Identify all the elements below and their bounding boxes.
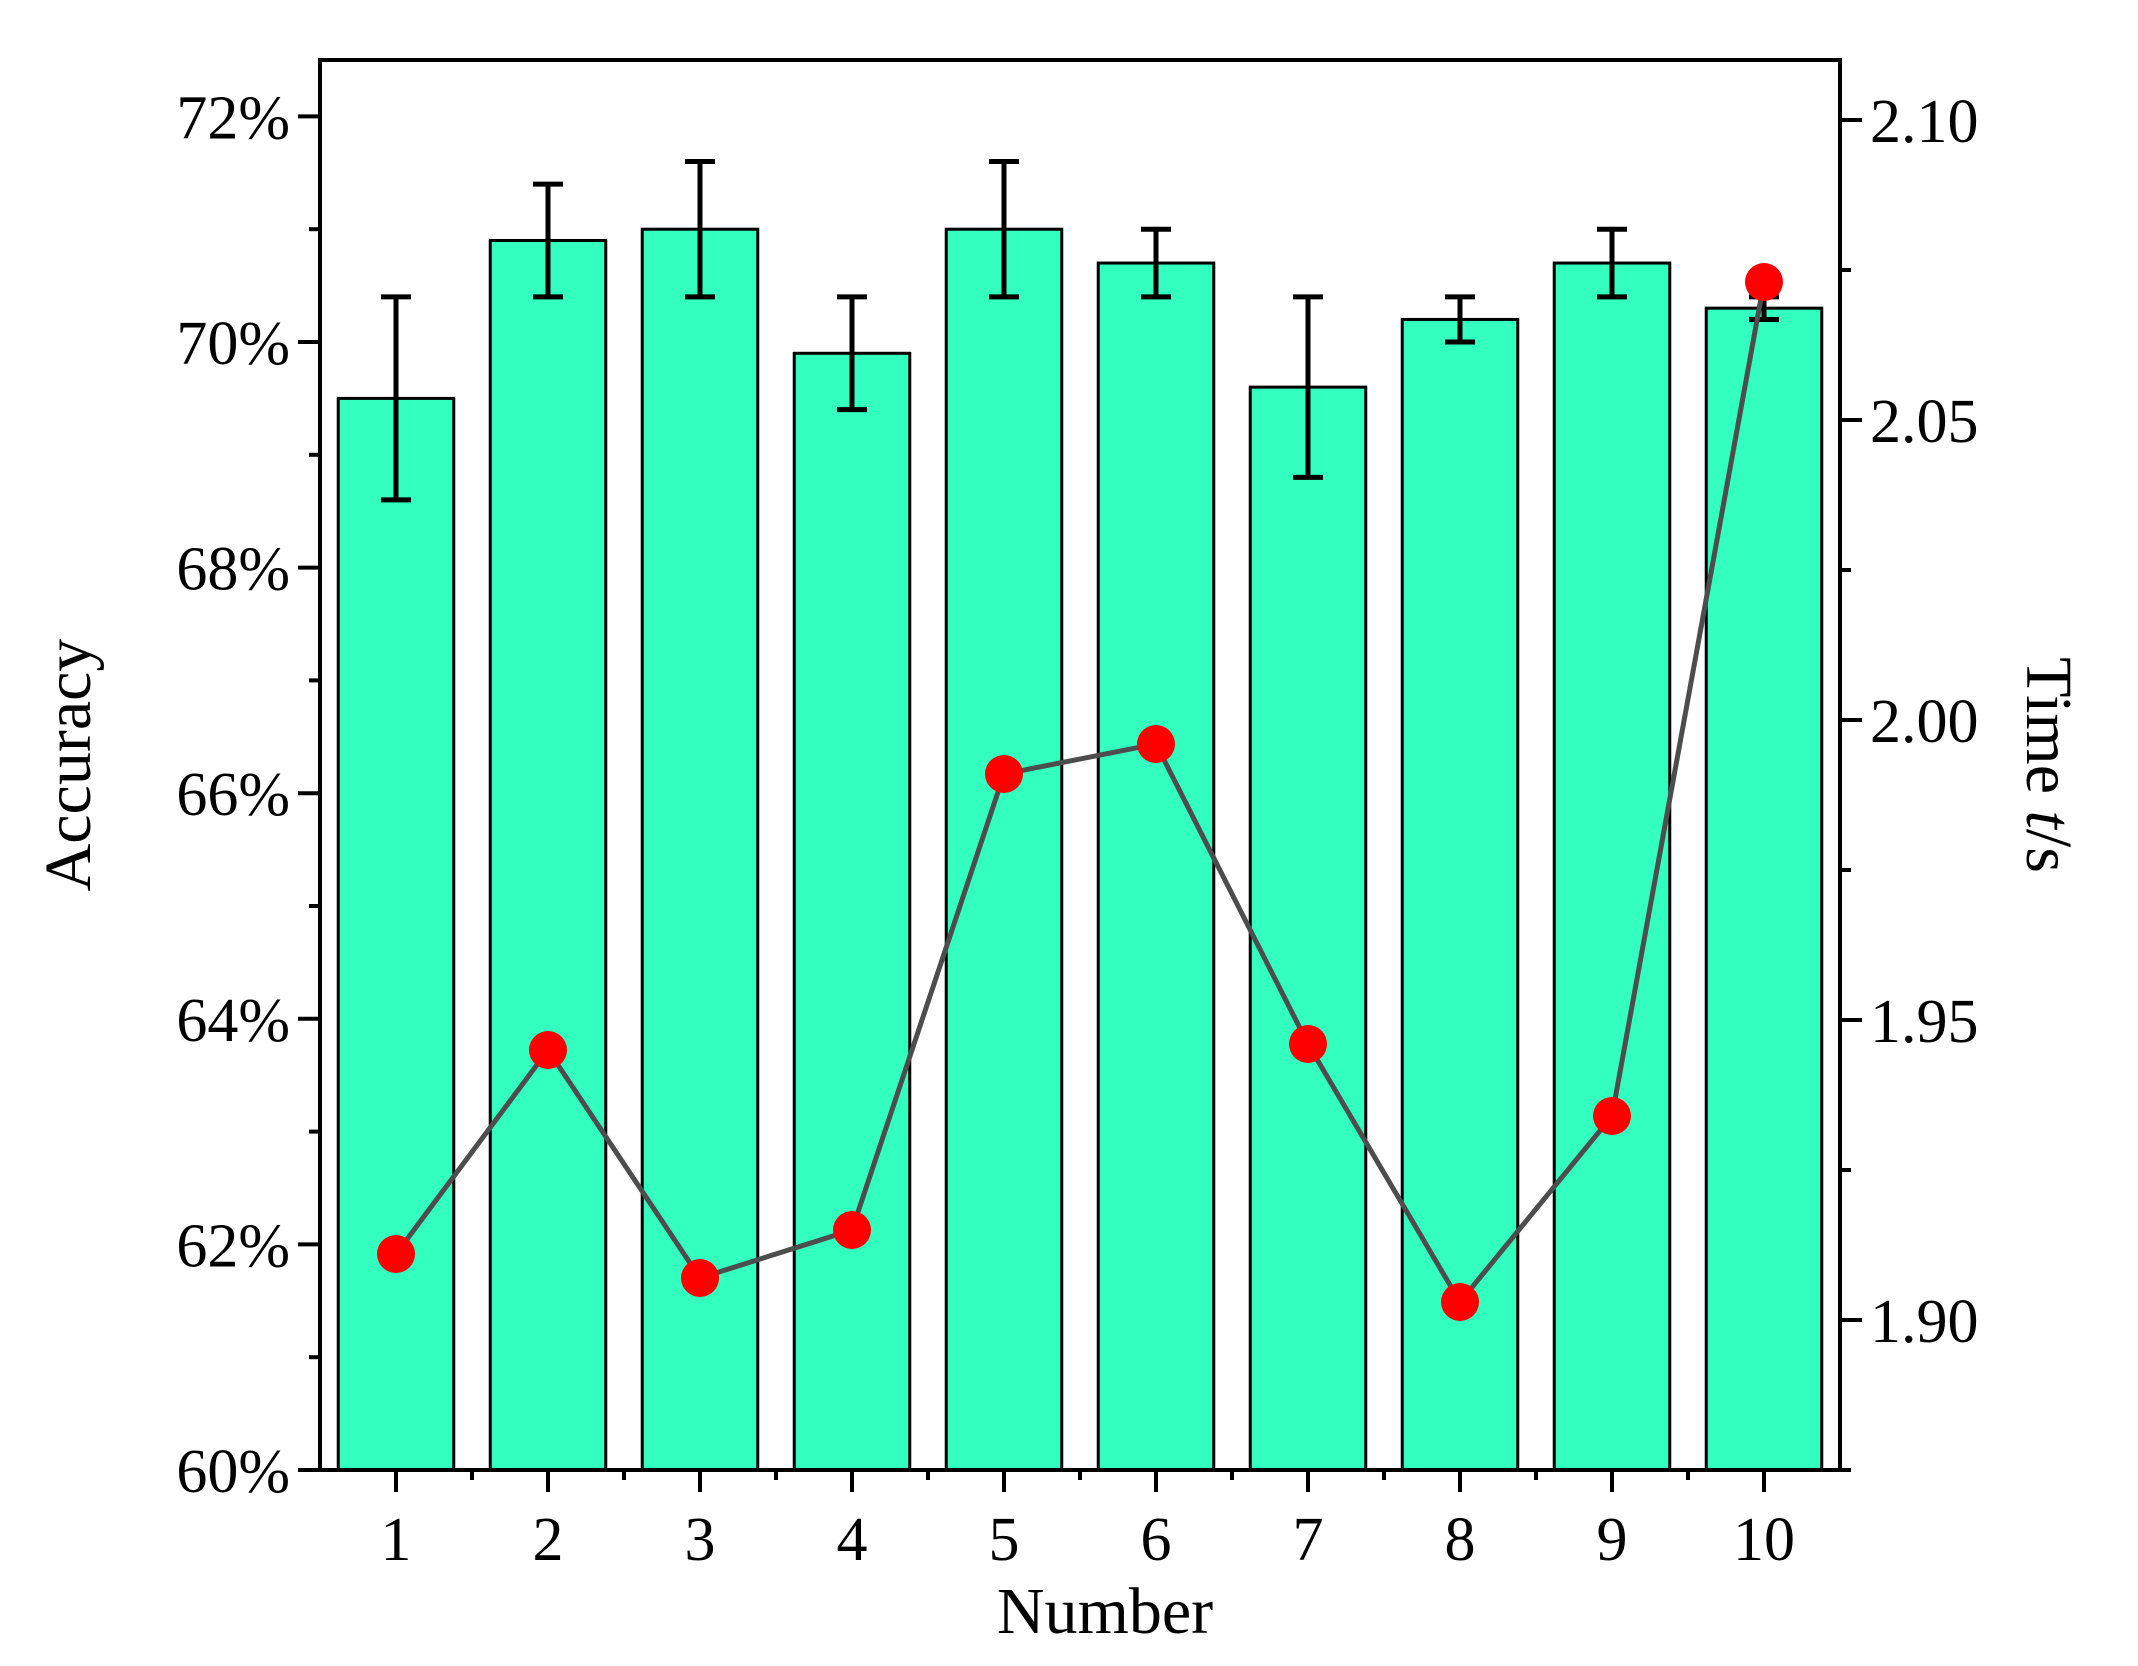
accuracy-bar-8: [1400, 317, 1520, 1472]
y-tick-label-62: 62%: [176, 1212, 290, 1280]
y-tick-label-72: 72%: [176, 84, 290, 152]
x-tick-label-6: 6: [1141, 1506, 1172, 1574]
y2-tick-label-1.90: 1.90: [1870, 1288, 1979, 1356]
time-points-layer: [377, 263, 1783, 1321]
x-tick-label-1: 1: [381, 1506, 412, 1574]
y-tick-label-66: 66%: [176, 761, 290, 829]
time-point-6: [1137, 725, 1175, 763]
y-tick-label-64: 64%: [176, 987, 290, 1055]
x-tick-label-9: 9: [1597, 1506, 1628, 1574]
accuracy-bar-10: [1704, 306, 1824, 1472]
bars-layer: [336, 227, 1824, 1472]
ticks-layer: 1 2 3 4 5 6 7 8 9 10 60% 62% 64% 66% 68% 70% 72% 1.90 1.95…: [176, 84, 1978, 1574]
time-point-9: [1593, 1097, 1631, 1135]
y2-axis-title-suffix: /s: [2012, 829, 2085, 873]
x-tick-label-5: 5: [989, 1506, 1020, 1574]
y2-axis-title-variable: t: [2012, 811, 2085, 831]
y-tick-label-60: 60%: [176, 1438, 290, 1506]
y-tick-label-70: 70%: [176, 310, 290, 378]
time-point-5: [985, 755, 1023, 793]
errorbars-layer: [381, 159, 1779, 503]
time-point-3: [681, 1259, 719, 1297]
time-point-7: [1289, 1025, 1327, 1063]
y2-tick-label-2.00: 2.00: [1870, 688, 1979, 756]
x-tick-label-4: 4: [837, 1506, 868, 1574]
time-point-4: [833, 1211, 871, 1249]
x-tick-label-8: 8: [1445, 1506, 1476, 1574]
y2-tick-label-1.95: 1.95: [1870, 988, 1979, 1056]
accuracy-bar-4: [792, 351, 912, 1472]
y-axis-title: Accuracy: [32, 639, 105, 892]
y2-axis-title-prefix: Time: [2012, 657, 2085, 810]
accuracy-bar-5: [944, 227, 1064, 1472]
time-line-layer: [393, 281, 1767, 1307]
time-point-10: [1745, 263, 1783, 301]
accuracy-bar-6: [1096, 261, 1216, 1472]
time-series-line: [393, 281, 1767, 1307]
y-tick-label-68: 68%: [176, 536, 290, 604]
time-point-1: [377, 1235, 415, 1273]
y2-axis-title: Time t/s: [2012, 657, 2085, 873]
x-tick-label-2: 2: [533, 1506, 564, 1574]
accuracy-bar-1: [336, 396, 456, 1472]
x-tick-label-10: 10: [1733, 1506, 1795, 1574]
x-tick-label-3: 3: [685, 1506, 716, 1574]
time-point-2: [529, 1031, 567, 1069]
y2-tick-label-2.05: 2.05: [1870, 388, 1979, 456]
accuracy-bar-9: [1552, 261, 1672, 1472]
x-tick-label-7: 7: [1293, 1506, 1324, 1574]
x-axis-title: Number: [997, 1575, 1213, 1648]
accuracy-bar-7: [1248, 385, 1368, 1472]
y2-tick-label-2.10: 2.10: [1870, 88, 1979, 156]
time-point-8: [1441, 1283, 1479, 1321]
accuracy-bar-2: [488, 238, 608, 1472]
